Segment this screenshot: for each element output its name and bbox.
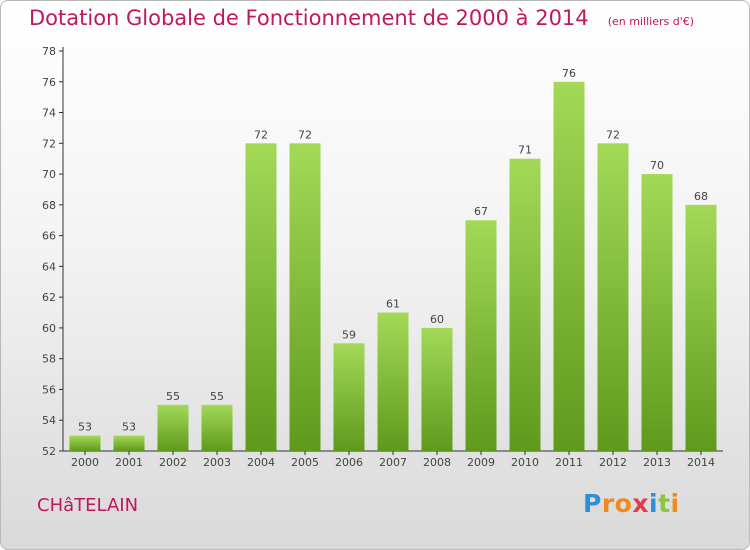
proxiti-logo: Proxiti <box>583 489 680 518</box>
x-tick-label: 2005 <box>291 456 319 469</box>
chart-title: Dotation Globale de Fonctionnement de 20… <box>29 6 694 30</box>
x-tick-label: 2000 <box>71 456 99 469</box>
bar-value-label: 70 <box>650 159 664 172</box>
x-tick-label: 2008 <box>423 456 451 469</box>
y-tick-label: 54 <box>42 414 56 427</box>
y-tick-label: 66 <box>42 230 56 243</box>
bar-value-label: 68 <box>694 190 708 203</box>
bar-value-label: 53 <box>122 421 136 434</box>
y-tick-label: 70 <box>42 168 56 181</box>
logo-letter: t <box>658 489 671 518</box>
bar-value-label: 72 <box>254 128 268 141</box>
bar-value-label: 71 <box>518 144 532 157</box>
x-tick-label: 2006 <box>335 456 363 469</box>
x-tick-label: 2009 <box>467 456 495 469</box>
logo-letter: r <box>601 489 615 518</box>
bar-value-label: 55 <box>210 390 224 403</box>
logo-letter: x <box>632 489 649 518</box>
x-tick-label: 2002 <box>159 456 187 469</box>
logo-letter: i <box>670 489 680 518</box>
bar <box>113 435 145 451</box>
bar <box>201 404 233 451</box>
y-tick-label: 60 <box>42 322 56 335</box>
y-tick-label: 74 <box>42 107 56 120</box>
bar <box>157 404 189 451</box>
x-tick-label: 2013 <box>643 456 671 469</box>
logo-letter: i <box>649 489 659 518</box>
logo-letter: P <box>583 489 602 518</box>
x-tick-label: 2001 <box>115 456 143 469</box>
y-tick-label: 52 <box>42 445 56 458</box>
x-tick-label: 2007 <box>379 456 407 469</box>
bar <box>641 174 673 452</box>
bar-value-label: 55 <box>166 390 180 403</box>
bar <box>69 435 101 451</box>
bar <box>289 143 321 452</box>
bar-value-label: 72 <box>298 128 312 141</box>
chart-unit-label: (en milliers d'€) <box>607 15 695 28</box>
bar-value-label: 59 <box>342 328 356 341</box>
y-tick-label: 78 <box>42 45 56 58</box>
bar <box>245 143 277 452</box>
y-tick-label: 68 <box>42 199 56 212</box>
bar-value-label: 76 <box>562 67 576 80</box>
bar <box>685 204 717 451</box>
x-tick-label: 2010 <box>511 456 539 469</box>
y-tick-label: 64 <box>42 260 56 273</box>
x-tick-label: 2011 <box>555 456 583 469</box>
bar <box>597 143 629 452</box>
x-tick-label: 2004 <box>247 456 275 469</box>
bar <box>553 81 585 452</box>
y-tick-label: 56 <box>42 383 56 396</box>
bar-value-label: 72 <box>606 128 620 141</box>
bar-value-label: 61 <box>386 298 400 311</box>
bar <box>377 312 409 451</box>
commune-name: CHâTELAIN <box>37 495 139 516</box>
bar-value-label: 60 <box>430 313 444 326</box>
chart-title-main: Dotation Globale de Fonctionnement de 20… <box>29 6 589 30</box>
bar <box>421 327 453 451</box>
x-tick-label: 2014 <box>687 456 715 469</box>
bar <box>465 220 497 451</box>
x-tick-label: 2012 <box>599 456 627 469</box>
y-tick-label: 76 <box>42 76 56 89</box>
y-tick-label: 72 <box>42 137 56 150</box>
x-tick-label: 2003 <box>203 456 231 469</box>
y-tick-label: 62 <box>42 291 56 304</box>
bar <box>333 343 365 451</box>
bar <box>509 158 541 451</box>
bar-value-label: 53 <box>78 421 92 434</box>
logo-letter: o <box>614 489 633 518</box>
bar-value-label: 67 <box>474 205 488 218</box>
y-tick-label: 58 <box>42 353 56 366</box>
